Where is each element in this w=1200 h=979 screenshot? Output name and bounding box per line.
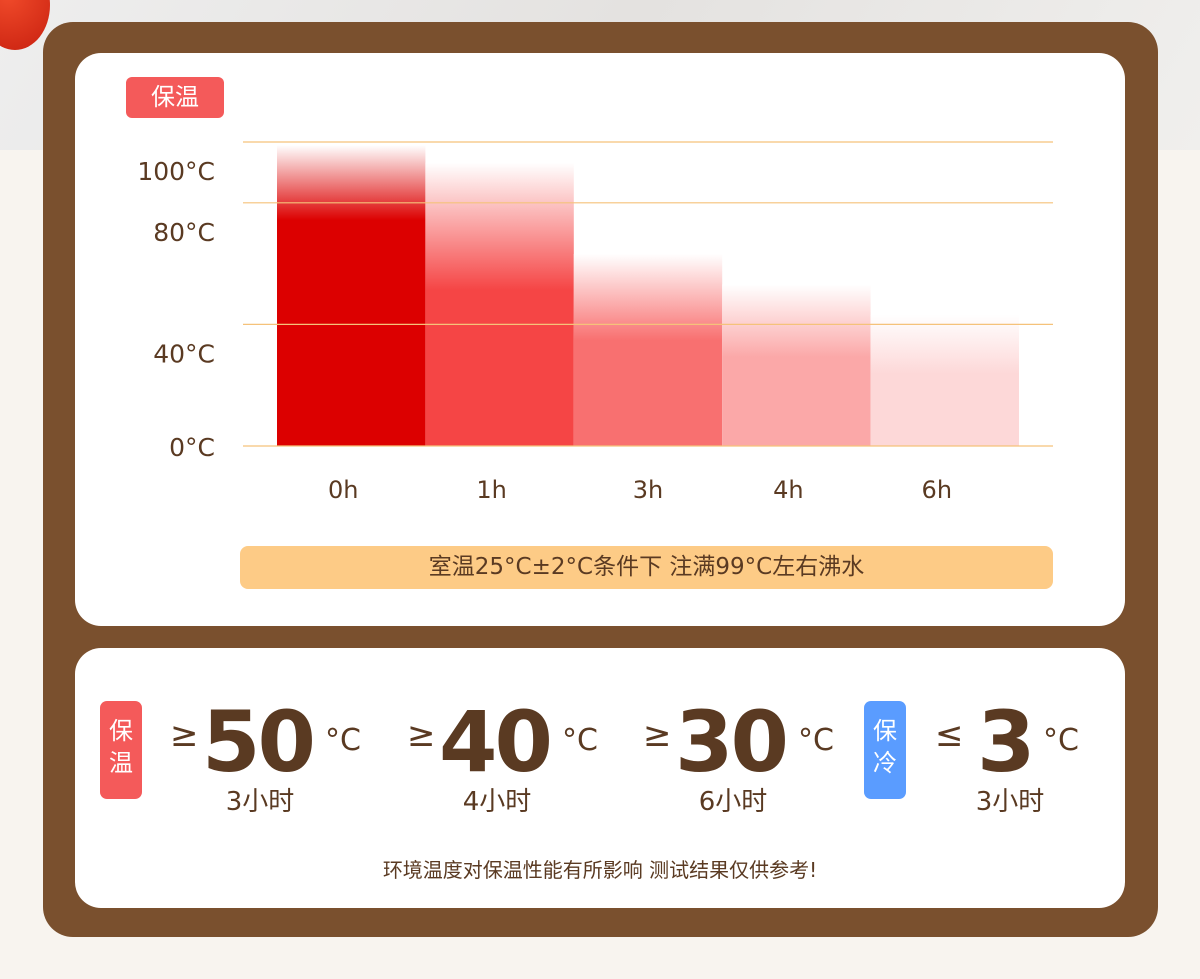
y-tick-label: 0°C (169, 433, 215, 462)
summary-card: 保温 保冷 ≥ 50 °C 3小时 ≥ 40 °C 4小时 ≥ 30 °C 6小… (75, 648, 1125, 908)
y-tick-label: 80°C (153, 218, 215, 247)
chart-tag: 保温 (126, 77, 224, 118)
stat-unit: °C (1043, 723, 1079, 758)
stat-symbol: ≥ (170, 715, 199, 755)
stat-symbol: ≥ (643, 715, 672, 755)
bar-6h (870, 314, 1019, 446)
stat-symbol: ≤ (935, 715, 964, 755)
stat-value: 3 (977, 693, 1035, 791)
stat-unit: °C (325, 723, 361, 758)
stat-duration: 3小时 (975, 787, 1045, 817)
bar-0h (277, 145, 426, 446)
stat-value: 30 (675, 693, 789, 791)
bar-chart: 0h 1h 3h 4h 6h 0°C 40°C 80°C 100°C (137, 141, 1053, 504)
footnote: 环境温度对保温性能有所影响 测试结果仅供参考! (382, 858, 818, 882)
stat-duration: 6小时 (698, 787, 768, 817)
y-tick-label: 40°C (153, 339, 215, 368)
stat-unit: °C (798, 723, 834, 758)
warm-tag: 保温 (100, 701, 142, 799)
stat-duration: 3小时 (225, 787, 295, 817)
chart-note: 室温25°C±2°C条件下 注满99°C左右沸水 (240, 546, 1053, 589)
x-tick-label: 3h (633, 476, 663, 504)
stat-value: 50 (202, 693, 316, 791)
stat-value: 40 (439, 693, 553, 791)
stat-symbol: ≥ (407, 715, 436, 755)
chart-card: 保温 0h 1h 3h 4h 6h 0°C 40°C 80°C 100°C 室温25°C±2°C… (75, 53, 1125, 626)
x-tick-label: 0h (328, 476, 358, 504)
x-tick-label: 6h (922, 476, 952, 504)
x-tick-label: 4h (773, 476, 803, 504)
stat-unit: °C (562, 723, 598, 758)
stat-duration: 4小时 (462, 787, 532, 817)
cold-tag: 保冷 (864, 701, 906, 799)
y-tick-label: 100°C (137, 157, 215, 186)
bar-1h (425, 162, 574, 447)
x-tick-label: 1h (476, 476, 506, 504)
bar-3h (573, 254, 723, 446)
bar-4h (722, 284, 871, 446)
